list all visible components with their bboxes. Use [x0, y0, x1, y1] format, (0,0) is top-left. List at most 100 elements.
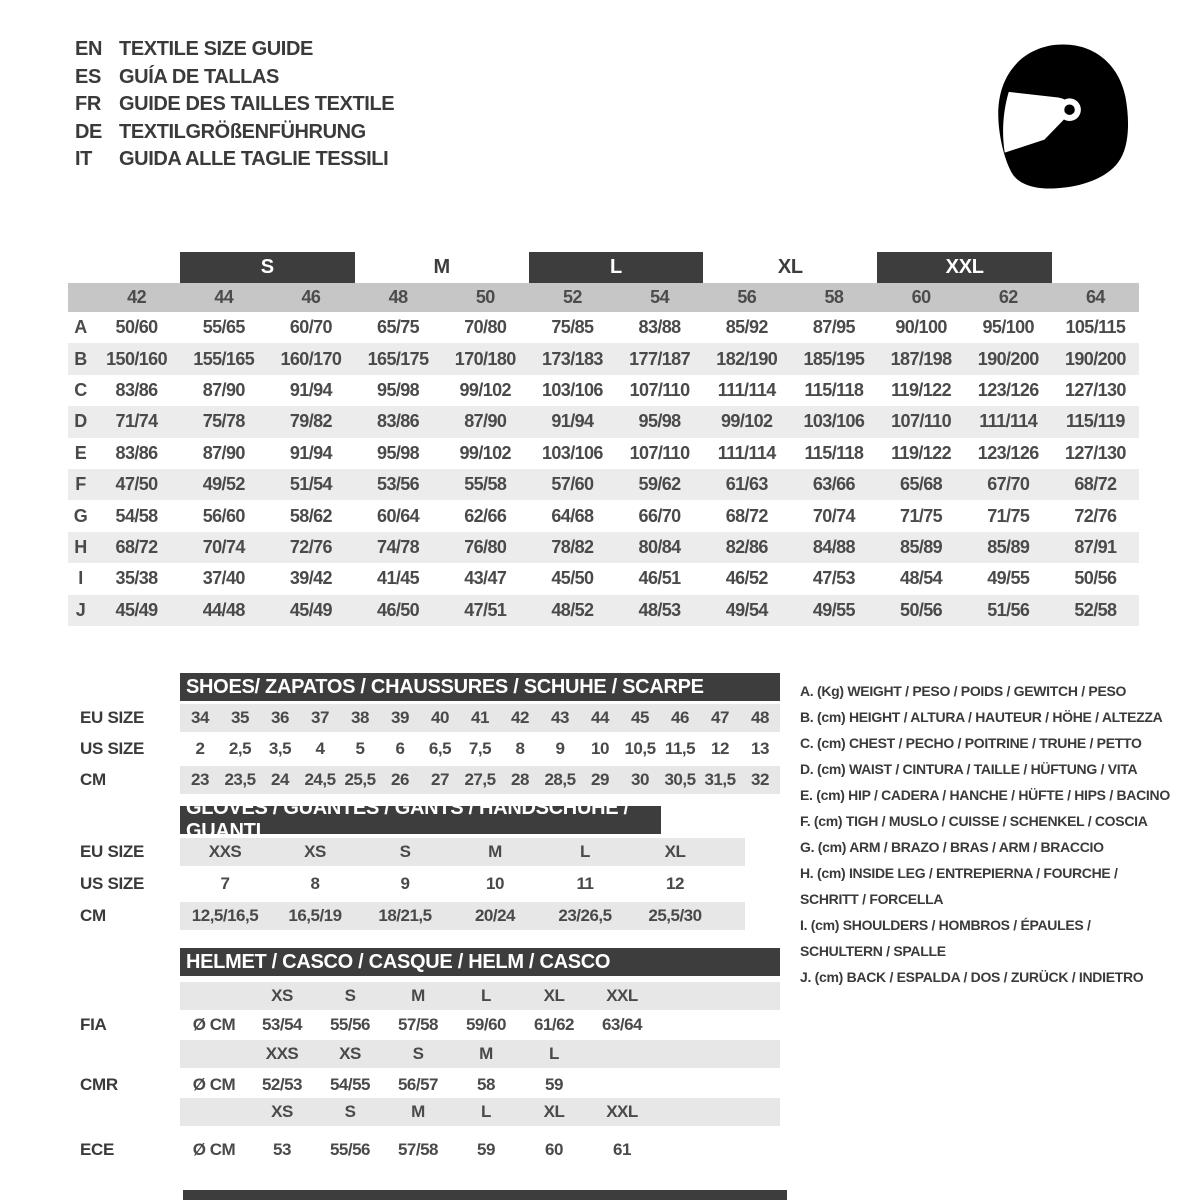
helmet-sizes-band [180, 1040, 780, 1068]
shoes-row-label: US SIZE [80, 739, 145, 758]
helmet-size-header: XXS [265, 1044, 299, 1063]
shoes-value-cell: 29 [591, 770, 609, 789]
shoes-row-label: EU SIZE [80, 708, 145, 727]
size-table-row-j: J 45/49 44/48 45/49 46/50 47/51 48/52 48/53 49/5… [68, 594, 1139, 626]
size-cell: 85/89 [987, 536, 1030, 557]
gloves-title-label: GLOVES / GUANTES / GANTS / HANDSCHUHE / … [186, 797, 629, 842]
helmet-sizes-values: XS S M L XL XXL [180, 982, 656, 1010]
shoes-value-cell: 13 [751, 739, 769, 758]
size-cell: 160/170 [280, 348, 342, 369]
size-cell: 58/62 [289, 505, 333, 526]
size-row-letter: E [74, 442, 87, 463]
size-cell: 190/200 [977, 348, 1039, 369]
legend-item: B. (cm) HEIGHT / ALTURA / HAUTEUR / HÖHE… [800, 704, 1200, 730]
size-cell: 61/63 [725, 474, 769, 495]
helmet-size-header: L [481, 986, 491, 1005]
size-cell: 66/70 [638, 505, 682, 526]
gloves-row: EU SIZE XXS XS S M L XL [80, 838, 800, 866]
size-group-s: S [180, 252, 355, 283]
shoes-value-cell: 12 [711, 739, 729, 758]
size-cell: 71/75 [900, 505, 943, 526]
size-cell: 71/74 [115, 411, 159, 432]
size-cell: 182/190 [716, 348, 778, 369]
shoes-value-cell: 28 [511, 770, 529, 789]
legend-item: E. (cm) HIP / CADERA / HANCHE / HÜFTE / … [800, 782, 1200, 808]
gloves-values: 12,5/16,5 16,5/19 18/21,5 20/24 23/26,5 25,5/… [180, 902, 720, 930]
helmet-size-header: M [411, 986, 425, 1005]
shoes-value-cell: 35 [231, 708, 249, 727]
size-table-row-h: H 68/72 70/74 72/76 74/78 76/80 78/82 80/84 82/8… [68, 531, 1139, 564]
size-cell: 71/75 [987, 505, 1030, 526]
gloves-row-label: US SIZE [80, 874, 145, 893]
shoes-value-cell: 41 [471, 708, 489, 727]
size-group-xxl: XXL [877, 252, 1052, 283]
gloves-value-cell: 12 [666, 874, 684, 893]
size-cell: 119/122 [891, 379, 951, 400]
gloves-row-label: EU SIZE [80, 842, 145, 861]
size-cell: 47/53 [812, 568, 856, 589]
language-label: GUIDE DES TAILLES TEXTILE [119, 93, 395, 116]
size-cell: 51/54 [289, 474, 333, 495]
legend-item: A. (Kg) WEIGHT / PESO / POIDS / GEWITCH … [800, 678, 1200, 704]
helmet-title-label: HELMET / CASCO / CASQUE / HELM / CASCO [186, 950, 611, 973]
size-cell: 78/82 [551, 536, 594, 557]
shoes-values: 34 35 36 37 38 39 40 41 42 43 44 45 46 47 48 [180, 704, 780, 732]
shoes-values: 2 2,5 3,5 4 5 6 6,5 7,5 8 9 10 10,5 11,5 12 13 [180, 735, 780, 763]
shoes-value-cell: 48 [751, 708, 769, 727]
helmet-standard-row-cmr: CMR Ø CM 52/53 54/55 56/57 58 59 [80, 1070, 800, 1100]
gloves-value-cell: XXS [208, 842, 242, 861]
size-cell: 49/55 [987, 568, 1030, 589]
helmet-size-header: XS [271, 1102, 293, 1121]
size-cell: 99/102 [459, 442, 512, 463]
size-cell: 55/58 [464, 474, 507, 495]
helmet-value-cell: 59 [545, 1075, 563, 1094]
size-cell: 48/54 [900, 568, 943, 589]
gloves-value-cell: 11 [576, 874, 594, 893]
helmet-standard-label: CMR [80, 1075, 118, 1094]
size-cell: 123/126 [977, 442, 1039, 463]
legend-line: SCHRITT / FORCELLA [800, 891, 944, 907]
legend-item: J. (cm) BACK / ESPALDA / DOS / ZURÜCK / … [800, 964, 1200, 990]
helmet-size-header: XL [543, 986, 565, 1005]
helmet-unit-cell: Ø CM [192, 1015, 236, 1034]
legend-line: E. (cm) HIP / CADERA / HANCHE / HÜFTE / … [800, 787, 1170, 803]
size-cell: 103/106 [803, 411, 865, 432]
size-cell: 44/48 [202, 599, 246, 620]
size-cell: 99/102 [721, 411, 773, 432]
size-cell: 45/49 [289, 599, 333, 620]
shoes-section-title: SHOES/ ZAPATOS / CHAUSSURES / SCHUHE / S… [180, 673, 780, 701]
legend-line: F. (cm) TIGH / MUSLO / CUISSE / SCHENKEL… [800, 813, 1148, 829]
size-cell: 105/115 [1065, 317, 1126, 338]
shoes-row: CM 23 23,5 24 24,5 25,5 26 27 27,5 28 28,5 29 30 30,5… [80, 766, 800, 794]
size-cell: 68/72 [1074, 474, 1117, 495]
language-label: GUÍA DE TALLAS [119, 65, 279, 88]
language-row: IT GUIDA ALLE TAGLIE TESSILI [75, 146, 394, 174]
size-cell: 80/84 [638, 536, 682, 557]
shoes-value-cell: 32 [751, 770, 769, 789]
gloves-values: 7 8 9 10 11 12 [180, 870, 720, 898]
shoes-value-cell: 36 [271, 708, 289, 727]
size-cell: 43/47 [464, 568, 507, 589]
language-title-block: EN TEXTILE SIZE GUIDE ES GUÍA DE TALLAS FR GU… [75, 36, 395, 174]
size-cell: 95/98 [377, 379, 420, 400]
helmet-sizes-row: XS S M L XL XXL [80, 1098, 800, 1126]
size-cell: 76/80 [464, 536, 507, 557]
shoes-value-cell: 45 [631, 708, 649, 727]
shoes-value-cell: 30,5 [664, 770, 696, 789]
shoes-value-cell: 10 [591, 739, 609, 758]
size-column-header: 52 [562, 287, 582, 307]
size-cell: 41/45 [377, 568, 420, 589]
size-row-letter: D [74, 411, 87, 432]
size-cell: 55/65 [202, 317, 246, 338]
helmet-value-cell: 52/53 [261, 1075, 303, 1094]
shoes-value-cell: 24,5 [304, 770, 336, 789]
shoes-value-cell: 9 [555, 739, 565, 758]
size-cell: 50/60 [115, 317, 159, 338]
size-column-header: 64 [1085, 287, 1105, 307]
size-row-letter: C [74, 379, 87, 400]
helmet-unit-cell: Ø CM [192, 1075, 236, 1094]
size-table-body: A 50/60 55/65 60/70 65/75 70/80 75/85 83/88 85/9… [68, 312, 1139, 626]
helmet-sizes-band [180, 1098, 780, 1126]
size-cell: 165/175 [367, 348, 429, 369]
shoes-value-cell: 31,5 [704, 770, 736, 789]
